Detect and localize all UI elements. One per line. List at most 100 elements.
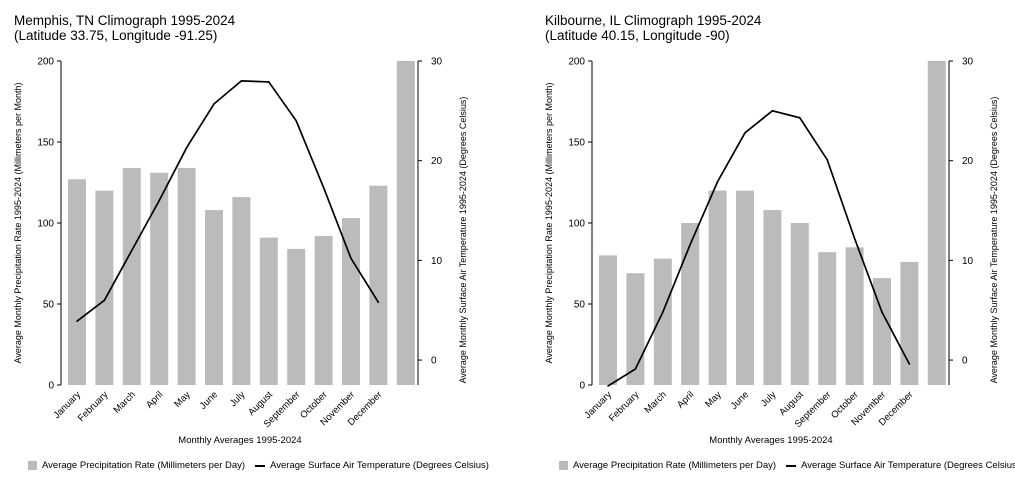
left-axis-title: Average Monthly Precipitation Rate 1995-… [13,83,23,364]
precip-bar [259,237,278,385]
left-axis-tick-label: 50 [43,300,55,311]
legend-line-label: Average Surface Air Temperature (Degrees… [801,460,1015,471]
x-tick-label: May [172,389,193,410]
precip-bar [314,235,333,385]
temperature-point [607,385,609,387]
right-axis-title: Average Monthly Surface Air Temperature … [458,97,468,384]
precip-bar [68,179,86,385]
legend: Average Precipitation Rate (Millimeters … [28,460,489,471]
precip-bar [177,167,196,385]
temperature-line [76,80,380,322]
temperature-point [103,299,106,302]
right-axis-tick-label: 10 [431,256,443,267]
precip-bar [873,278,891,385]
legend-bar-label: Average Precipitation Rate (Millimeters … [42,460,246,471]
right-axis-tick-label: 30 [431,57,443,68]
temperature-line [607,109,911,387]
legend-line-label: Average Surface Air Temperature (Degrees… [270,460,489,471]
right-axis-tick-label: 20 [962,156,974,167]
precip-bar [287,248,306,385]
climograph-kilbourne: 0 50 100 150 200 0 10 20 30 January February March A… [531,0,1015,486]
temperature-point [76,320,78,323]
legend-line-swatch [786,464,797,467]
precip-bar [763,210,782,385]
precip-bar [342,218,360,385]
right-axis-tick-label: 0 [962,356,968,367]
legend-bar-label: Average Precipitation Rate (Millimeters … [573,460,777,471]
extra-bar [396,61,415,385]
chart-title-block: Memphis, TN Climograph 1995-2024 (Latitu… [14,13,235,43]
right-axis-tick-label: 30 [962,57,974,68]
temperature-point [826,158,828,161]
precip-bar [232,197,251,385]
right-axis-tick-label: 10 [962,256,974,267]
climograph-memphis: 0 50 100 150 200 0 10 20 30 January February March A… [0,0,500,486]
precip-bar [599,255,617,385]
temperature-point [322,186,325,189]
legend: Average Precipitation Rate (Millimeters … [559,460,1015,471]
temperature-point [295,120,298,122]
precip-bar [205,210,223,385]
temperature-point [771,110,774,112]
precip-bar [736,190,754,385]
left-axis-tick-label: 200 [37,57,54,68]
precip-bar [708,190,727,385]
temperature-point [744,132,746,134]
x-tick-label: June [729,389,751,411]
precip-bar [818,252,837,385]
temperature-point [213,103,215,105]
x-tick-label: July [759,389,779,409]
left-axis-tick-label: 0 [48,381,54,392]
x-tick-label: July [228,389,248,409]
temperature-point [377,301,380,304]
x-tick-label: March [642,389,668,415]
temperature-point [185,146,188,149]
x-axis-title: Monthly Averages 1995-2024 [178,435,301,446]
extra-bar [927,61,946,385]
right-axis-tick-label: 0 [431,356,437,367]
precip-bar [122,167,141,385]
legend-line-swatch [255,464,266,467]
chart-title: Kilbourne, IL Climograph 1995-2024 [545,13,762,28]
precip-bar [845,247,864,385]
temperature-point [716,180,719,183]
precip-bar [150,172,169,385]
precip-bar [681,223,700,385]
precip-bar [626,273,645,385]
left-axis-tick-label: 50 [574,300,586,311]
left-axis-title: Average Monthly Precipitation Rate 1995-… [544,83,554,364]
left-axis-tick-label: 0 [579,381,585,392]
chart-title-block: Kilbourne, IL Climograph 1995-2024 (Lati… [545,13,761,43]
x-tick-label: March [111,389,137,415]
temperature-point [350,257,352,260]
temperature-point [634,368,637,370]
left-axis-tick-label: 100 [37,219,54,230]
x-tick-label: February [607,389,642,424]
precip-bar [790,223,809,385]
temperature-point [853,237,856,240]
temperature-point [799,117,801,119]
temperature-point [158,199,160,202]
x-axis-title: Monthly Averages 1995-2024 [709,435,832,446]
left-axis-tick-label: 100 [568,219,585,230]
temperature-point [268,81,270,83]
chart-subtitle: (Latitude 40.15, Longitude -90) [545,28,730,43]
right-axis-title: Average Monthly Surface Air Temperature … [989,97,999,384]
right-axis-tick-label: 20 [431,156,443,167]
precip-bar [95,190,114,385]
temperature-point [689,243,691,246]
legend-bar-swatch [28,461,37,470]
left-axis-tick-label: 150 [37,138,54,149]
precip-bar [369,185,388,385]
x-tick-label: May [703,389,724,410]
left-axis-tick-label: 200 [568,57,585,68]
temperature-point [131,249,133,252]
legend-bar-swatch [559,461,568,470]
x-tick-label: February [76,389,111,424]
temperature-point [908,363,911,365]
temperature-point [662,311,664,314]
left-axis-tick-label: 150 [568,138,585,149]
precip-bar [653,258,672,385]
